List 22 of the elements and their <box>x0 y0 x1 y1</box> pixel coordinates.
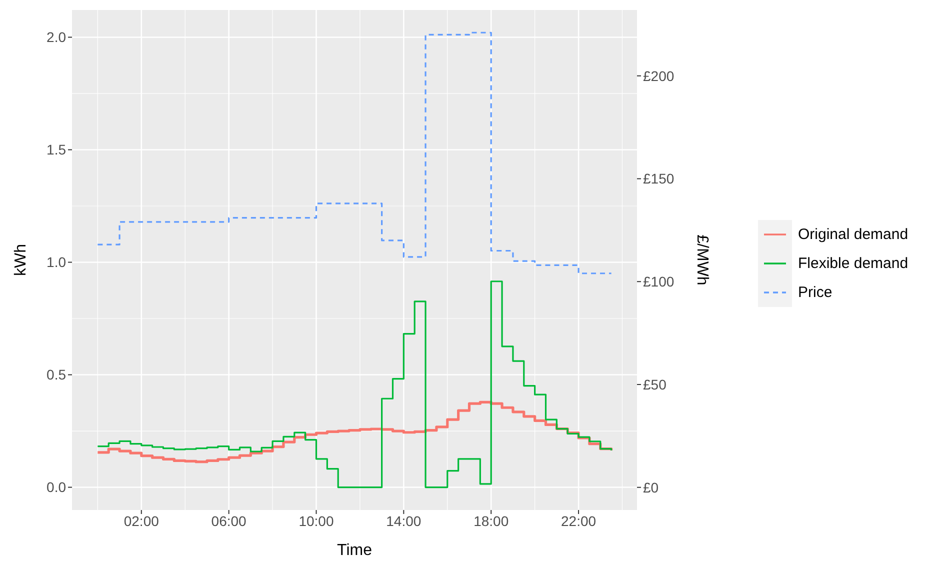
y2-axis-title: £/MWh <box>693 234 710 286</box>
x-tick-label: 02:00 <box>124 512 160 529</box>
legend-label: Price <box>798 284 832 301</box>
y-tick-label: 0.0 <box>46 479 66 496</box>
x-tick-label: 18:00 <box>474 512 509 529</box>
y2-tick-label: £150 <box>643 170 674 187</box>
y-tick-label: 1.0 <box>46 254 66 270</box>
y-tick-label: 1.5 <box>46 142 66 158</box>
y2-tick-label: £200 <box>643 68 674 84</box>
legend-label: Original demand <box>798 226 908 243</box>
x-axis-title: Time <box>337 542 372 559</box>
x-tick-label: 06:00 <box>211 512 247 529</box>
x-tick-label: 14:00 <box>386 512 422 529</box>
legend-label: Flexible demand <box>798 255 908 272</box>
x-tick-label: 22:00 <box>561 512 596 529</box>
y2-tick-label: £0 <box>643 479 659 496</box>
y2-tick-label: £50 <box>643 376 667 392</box>
y2-tick-label: £100 <box>643 274 674 290</box>
y-tick-label: 0.5 <box>46 366 66 383</box>
y-axis-title: kWh <box>12 244 30 276</box>
x-tick-label: 10:00 <box>298 512 334 529</box>
y-tick-label: 2.0 <box>46 29 66 46</box>
